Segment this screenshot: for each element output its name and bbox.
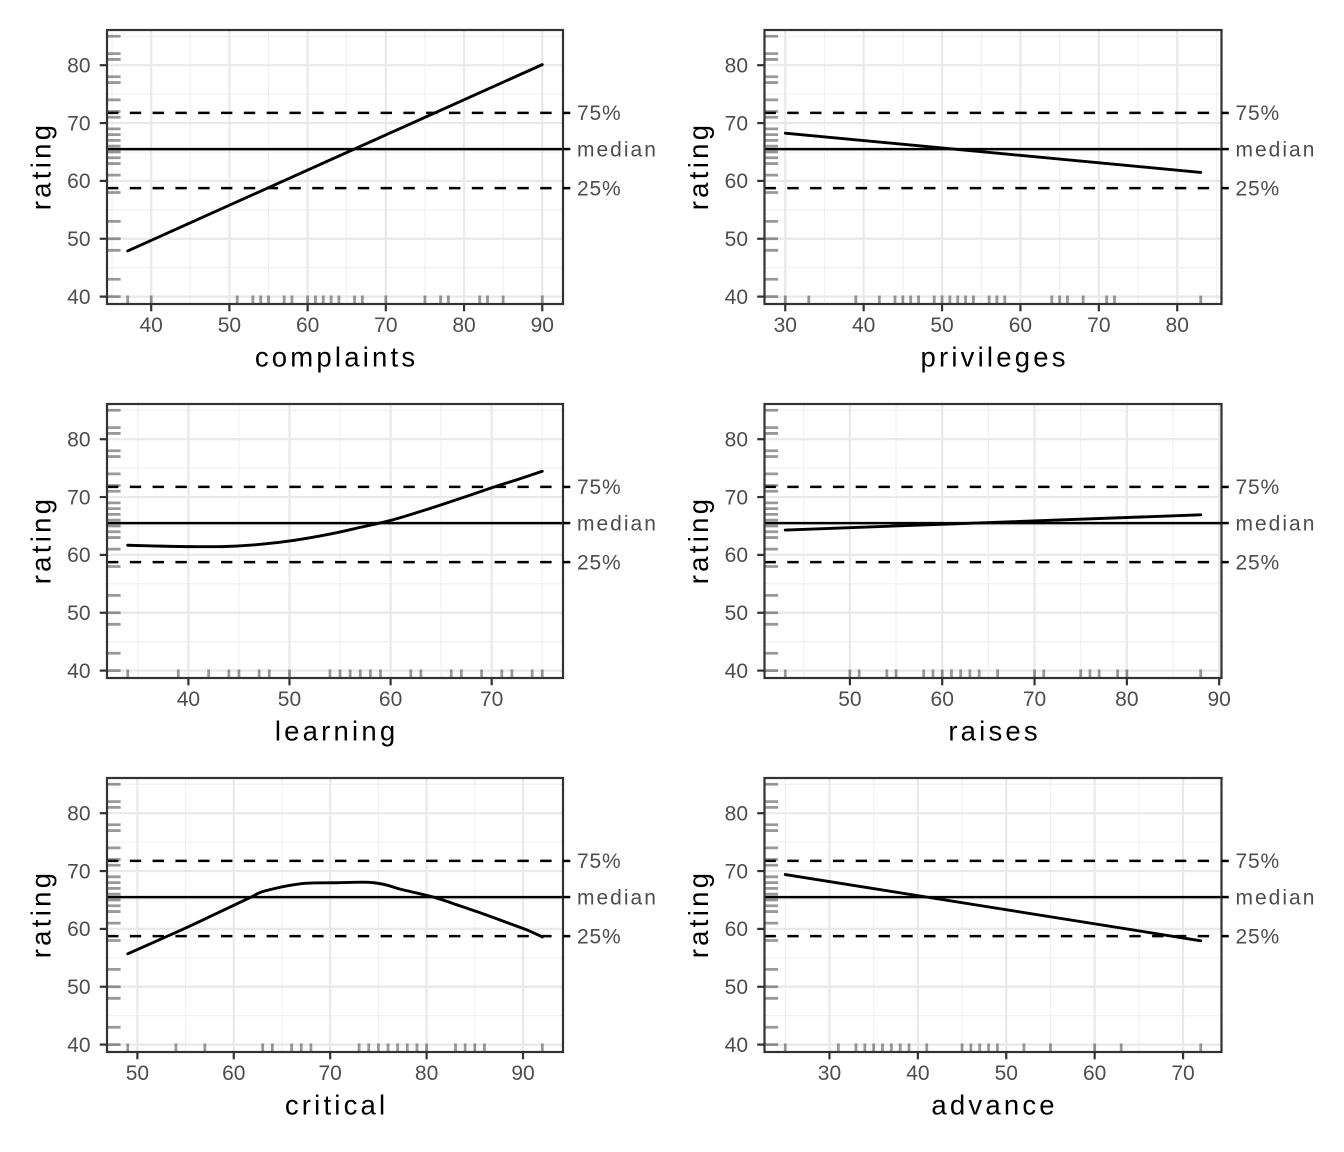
svg-text:80: 80: [725, 802, 748, 825]
svg-text:40: 40: [67, 286, 90, 309]
svg-text:70: 70: [67, 112, 90, 135]
svg-text:75%: 75%: [577, 476, 621, 499]
svg-text:median: median: [577, 886, 658, 909]
svg-text:70: 70: [1171, 1062, 1194, 1085]
svg-text:70: 70: [1023, 688, 1046, 711]
svg-text:40: 40: [177, 688, 200, 711]
svg-text:50: 50: [995, 1062, 1018, 1085]
svg-text:60: 60: [1009, 314, 1032, 337]
svg-text:60: 60: [67, 544, 90, 567]
svg-text:70: 70: [374, 314, 397, 337]
svg-text:70: 70: [67, 860, 90, 883]
svg-text:60: 60: [725, 170, 748, 193]
svg-text:75%: 75%: [577, 102, 621, 125]
svg-text:50: 50: [67, 976, 90, 999]
svg-text:70: 70: [1087, 314, 1110, 337]
svg-text:critical: critical: [285, 1090, 389, 1121]
svg-text:40: 40: [906, 1062, 929, 1085]
svg-text:40: 40: [67, 660, 90, 683]
svg-text:60: 60: [67, 170, 90, 193]
svg-text:40: 40: [725, 660, 748, 683]
svg-text:50: 50: [67, 602, 90, 625]
svg-text:80: 80: [725, 54, 748, 77]
svg-text:median: median: [577, 512, 658, 535]
svg-text:60: 60: [725, 918, 748, 941]
svg-text:70: 70: [725, 860, 748, 883]
svg-text:75%: 75%: [577, 850, 621, 873]
svg-text:60: 60: [296, 314, 319, 337]
svg-text:70: 70: [725, 486, 748, 509]
svg-text:advance: advance: [931, 1090, 1057, 1121]
svg-text:rating: rating: [26, 496, 57, 585]
svg-text:80: 80: [67, 802, 90, 825]
svg-text:rating: rating: [26, 122, 57, 211]
svg-text:30: 30: [774, 314, 797, 337]
svg-text:rating: rating: [26, 870, 57, 959]
svg-text:90: 90: [1208, 688, 1231, 711]
svg-text:50: 50: [725, 976, 748, 999]
svg-text:rating: rating: [683, 870, 714, 959]
svg-text:80: 80: [725, 428, 748, 451]
svg-text:80: 80: [415, 1062, 438, 1085]
svg-text:60: 60: [725, 544, 748, 567]
svg-text:50: 50: [838, 688, 861, 711]
svg-text:60: 60: [1083, 1062, 1106, 1085]
svg-text:25%: 25%: [577, 177, 621, 200]
svg-text:75%: 75%: [1236, 850, 1280, 873]
svg-text:70: 70: [67, 486, 90, 509]
svg-text:50: 50: [930, 314, 953, 337]
svg-text:median: median: [1236, 886, 1317, 909]
svg-text:50: 50: [67, 228, 90, 251]
svg-text:90: 90: [531, 314, 554, 337]
svg-text:80: 80: [67, 428, 90, 451]
svg-text:70: 70: [319, 1062, 342, 1085]
svg-text:privileges: privileges: [921, 342, 1069, 373]
svg-text:complaints: complaints: [255, 342, 418, 373]
svg-text:60: 60: [931, 688, 954, 711]
svg-text:rating: rating: [683, 122, 714, 211]
svg-text:25%: 25%: [1236, 551, 1280, 574]
svg-text:25%: 25%: [1236, 925, 1280, 948]
svg-text:70: 70: [725, 112, 748, 135]
svg-text:80: 80: [1166, 314, 1189, 337]
svg-text:rating: rating: [683, 496, 714, 585]
svg-text:40: 40: [725, 1034, 748, 1057]
svg-text:25%: 25%: [577, 925, 621, 948]
svg-text:90: 90: [511, 1062, 534, 1085]
svg-text:50: 50: [725, 602, 748, 625]
svg-text:60: 60: [379, 688, 402, 711]
svg-text:raises: raises: [948, 716, 1041, 747]
svg-text:40: 40: [725, 286, 748, 309]
svg-text:50: 50: [126, 1062, 149, 1085]
svg-text:25%: 25%: [577, 551, 621, 574]
svg-text:median: median: [577, 138, 658, 161]
svg-text:40: 40: [140, 314, 163, 337]
svg-text:70: 70: [480, 688, 503, 711]
svg-text:median: median: [1236, 138, 1317, 161]
svg-text:40: 40: [67, 1034, 90, 1057]
svg-text:80: 80: [67, 54, 90, 77]
svg-text:75%: 75%: [1236, 102, 1280, 125]
svg-text:30: 30: [818, 1062, 841, 1085]
svg-text:40: 40: [852, 314, 875, 337]
svg-text:80: 80: [1115, 688, 1138, 711]
svg-text:learning: learning: [275, 716, 398, 747]
svg-text:25%: 25%: [1236, 177, 1280, 200]
svg-text:80: 80: [452, 314, 475, 337]
svg-text:50: 50: [218, 314, 241, 337]
svg-text:75%: 75%: [1236, 476, 1280, 499]
svg-text:50: 50: [725, 228, 748, 251]
svg-text:median: median: [1236, 512, 1317, 535]
svg-text:50: 50: [278, 688, 301, 711]
svg-text:60: 60: [222, 1062, 245, 1085]
svg-text:60: 60: [67, 918, 90, 941]
